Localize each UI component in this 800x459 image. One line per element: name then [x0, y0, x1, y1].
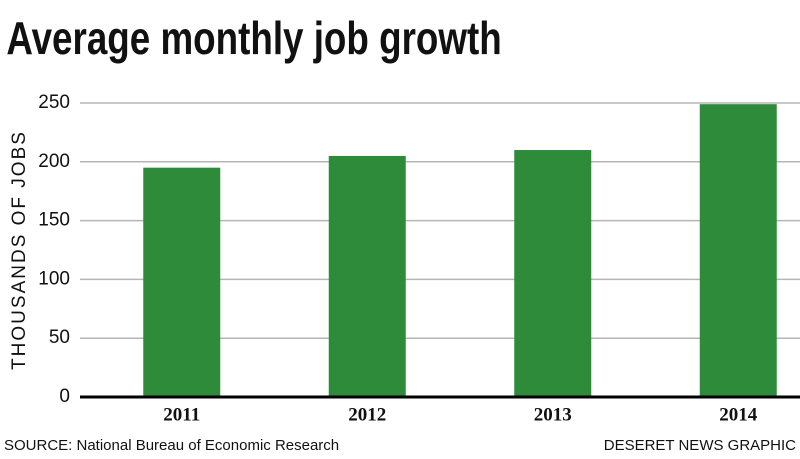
source: SOURCE: National Bureau of Economic Rese… [4, 437, 339, 454]
bar [699, 104, 777, 398]
y-tick-label: 100 [38, 268, 70, 289]
bar [328, 155, 406, 397]
y-axis-label: THOUSANDS OF JOBS [9, 130, 30, 370]
x-tick-label: 2011 [163, 404, 200, 425]
chart-title: Average monthly job growth [6, 12, 501, 64]
bar [143, 167, 221, 397]
x-tick-label: 2012 [348, 404, 386, 425]
x-tick-label: 2013 [534, 404, 572, 425]
y-tick-label: 200 [38, 151, 70, 172]
credit: DESERET NEWS GRAPHIC [604, 437, 796, 454]
bar [514, 150, 592, 397]
y-tick-label: 150 [38, 210, 70, 231]
y-tick-label: 250 [38, 92, 70, 113]
y-tick-label: 50 [49, 327, 70, 348]
y-tick-label: 0 [59, 386, 70, 407]
x-tick-label: 2014 [719, 404, 758, 425]
